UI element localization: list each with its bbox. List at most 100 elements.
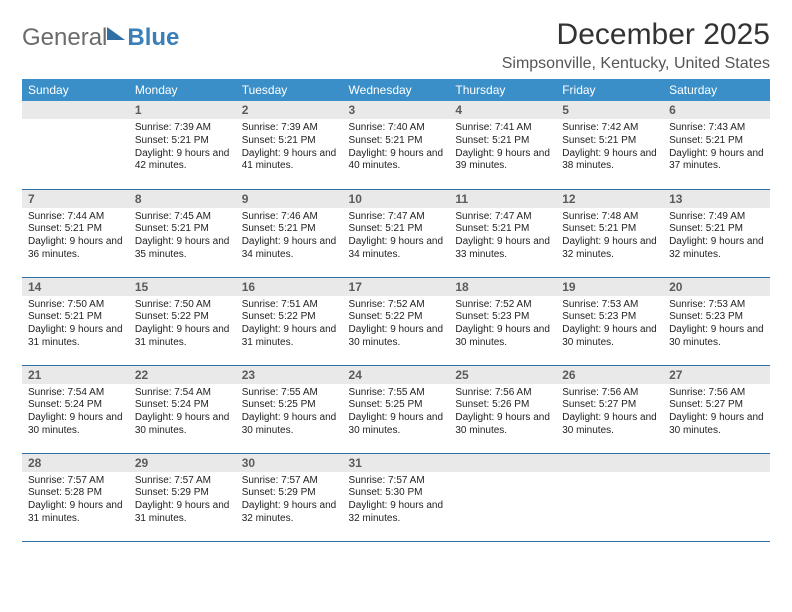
day-details: Sunrise: 7:57 AMSunset: 5:29 PMDaylight:…	[129, 472, 236, 530]
day-details: Sunrise: 7:53 AMSunset: 5:23 PMDaylight:…	[663, 296, 770, 354]
day-number: 27	[663, 366, 770, 384]
day-number: 30	[236, 454, 343, 472]
daylight-text: Daylight: 9 hours and 34 minutes.	[242, 236, 337, 262]
sunset-text: Sunset: 5:22 PM	[349, 311, 444, 324]
day-number: 6	[663, 101, 770, 119]
sunrise-text: Sunrise: 7:47 AM	[455, 211, 550, 224]
sunset-text: Sunset: 5:24 PM	[135, 399, 230, 412]
daylight-text: Daylight: 9 hours and 38 minutes.	[562, 148, 657, 174]
calendar-day-cell: 8Sunrise: 7:45 AMSunset: 5:21 PMDaylight…	[129, 189, 236, 277]
calendar-week-row: 21Sunrise: 7:54 AMSunset: 5:24 PMDayligh…	[22, 365, 770, 453]
sunrise-text: Sunrise: 7:55 AM	[242, 387, 337, 400]
day-number: 1	[129, 101, 236, 119]
day-number: 16	[236, 278, 343, 296]
sunrise-text: Sunrise: 7:54 AM	[135, 387, 230, 400]
sunset-text: Sunset: 5:22 PM	[242, 311, 337, 324]
sunrise-text: Sunrise: 7:57 AM	[349, 475, 444, 488]
sunrise-text: Sunrise: 7:53 AM	[562, 299, 657, 312]
day-number: 19	[556, 278, 663, 296]
day-number: 20	[663, 278, 770, 296]
day-details: Sunrise: 7:50 AMSunset: 5:21 PMDaylight:…	[22, 296, 129, 354]
day-details: Sunrise: 7:47 AMSunset: 5:21 PMDaylight:…	[449, 208, 556, 266]
day-details: Sunrise: 7:55 AMSunset: 5:25 PMDaylight:…	[236, 384, 343, 442]
sunrise-text: Sunrise: 7:43 AM	[669, 122, 764, 135]
calendar-day-cell: 1Sunrise: 7:39 AMSunset: 5:21 PMDaylight…	[129, 101, 236, 189]
location-subtitle: Simpsonville, Kentucky, United States	[502, 55, 770, 73]
daylight-text: Daylight: 9 hours and 31 minutes.	[242, 324, 337, 350]
day-number	[663, 454, 770, 472]
dow-sunday: Sunday	[22, 79, 129, 101]
day-number: 8	[129, 190, 236, 208]
day-number: 11	[449, 190, 556, 208]
sunset-text: Sunset: 5:21 PM	[135, 223, 230, 236]
day-details: Sunrise: 7:45 AMSunset: 5:21 PMDaylight:…	[129, 208, 236, 266]
sunrise-text: Sunrise: 7:56 AM	[562, 387, 657, 400]
day-details: Sunrise: 7:57 AMSunset: 5:28 PMDaylight:…	[22, 472, 129, 530]
calendar-day-cell	[556, 453, 663, 541]
sunset-text: Sunset: 5:21 PM	[242, 223, 337, 236]
day-number: 22	[129, 366, 236, 384]
calendar-table: Sunday Monday Tuesday Wednesday Thursday…	[22, 79, 770, 542]
daylight-text: Daylight: 9 hours and 30 minutes.	[455, 324, 550, 350]
sunset-text: Sunset: 5:29 PM	[242, 487, 337, 500]
day-details: Sunrise: 7:55 AMSunset: 5:25 PMDaylight:…	[343, 384, 450, 442]
sunset-text: Sunset: 5:23 PM	[562, 311, 657, 324]
sunset-text: Sunset: 5:29 PM	[135, 487, 230, 500]
day-details: Sunrise: 7:44 AMSunset: 5:21 PMDaylight:…	[22, 208, 129, 266]
sunset-text: Sunset: 5:21 PM	[349, 135, 444, 148]
calendar-day-cell: 19Sunrise: 7:53 AMSunset: 5:23 PMDayligh…	[556, 277, 663, 365]
daylight-text: Daylight: 9 hours and 30 minutes.	[562, 412, 657, 438]
day-number: 5	[556, 101, 663, 119]
calendar-day-cell: 11Sunrise: 7:47 AMSunset: 5:21 PMDayligh…	[449, 189, 556, 277]
sunset-text: Sunset: 5:21 PM	[562, 223, 657, 236]
day-details: Sunrise: 7:42 AMSunset: 5:21 PMDaylight:…	[556, 119, 663, 177]
day-details: Sunrise: 7:52 AMSunset: 5:23 PMDaylight:…	[449, 296, 556, 354]
day-number: 18	[449, 278, 556, 296]
dow-monday: Monday	[129, 79, 236, 101]
dow-friday: Friday	[556, 79, 663, 101]
calendar-day-cell: 4Sunrise: 7:41 AMSunset: 5:21 PMDaylight…	[449, 101, 556, 189]
sunset-text: Sunset: 5:21 PM	[349, 223, 444, 236]
logo-text-blue: Blue	[127, 24, 179, 52]
calendar-day-cell: 23Sunrise: 7:55 AMSunset: 5:25 PMDayligh…	[236, 365, 343, 453]
sunset-text: Sunset: 5:21 PM	[242, 135, 337, 148]
calendar-day-cell	[449, 453, 556, 541]
sunrise-text: Sunrise: 7:42 AM	[562, 122, 657, 135]
sunset-text: Sunset: 5:21 PM	[669, 223, 764, 236]
day-number: 24	[343, 366, 450, 384]
day-number: 7	[22, 190, 129, 208]
title-block: December 2025 Simpsonville, Kentucky, Un…	[502, 18, 770, 73]
day-number: 29	[129, 454, 236, 472]
calendar-week-row: 14Sunrise: 7:50 AMSunset: 5:21 PMDayligh…	[22, 277, 770, 365]
day-number	[22, 101, 129, 119]
calendar-day-cell: 18Sunrise: 7:52 AMSunset: 5:23 PMDayligh…	[449, 277, 556, 365]
day-number: 21	[22, 366, 129, 384]
sunrise-text: Sunrise: 7:50 AM	[28, 299, 123, 312]
daylight-text: Daylight: 9 hours and 31 minutes.	[135, 324, 230, 350]
calendar-day-cell: 2Sunrise: 7:39 AMSunset: 5:21 PMDaylight…	[236, 101, 343, 189]
daylight-text: Daylight: 9 hours and 41 minutes.	[242, 148, 337, 174]
day-details: Sunrise: 7:40 AMSunset: 5:21 PMDaylight:…	[343, 119, 450, 177]
sunset-text: Sunset: 5:21 PM	[455, 223, 550, 236]
calendar-day-cell: 27Sunrise: 7:56 AMSunset: 5:27 PMDayligh…	[663, 365, 770, 453]
logo: General Blue	[22, 18, 179, 52]
day-number: 25	[449, 366, 556, 384]
sunrise-text: Sunrise: 7:51 AM	[242, 299, 337, 312]
sunrise-text: Sunrise: 7:39 AM	[242, 122, 337, 135]
calendar-day-cell: 15Sunrise: 7:50 AMSunset: 5:22 PMDayligh…	[129, 277, 236, 365]
sunset-text: Sunset: 5:21 PM	[455, 135, 550, 148]
calendar-day-cell: 12Sunrise: 7:48 AMSunset: 5:21 PMDayligh…	[556, 189, 663, 277]
day-number: 31	[343, 454, 450, 472]
calendar-day-cell: 26Sunrise: 7:56 AMSunset: 5:27 PMDayligh…	[556, 365, 663, 453]
sunrise-text: Sunrise: 7:50 AM	[135, 299, 230, 312]
daylight-text: Daylight: 9 hours and 30 minutes.	[242, 412, 337, 438]
calendar-week-row: 1Sunrise: 7:39 AMSunset: 5:21 PMDaylight…	[22, 101, 770, 189]
sunset-text: Sunset: 5:21 PM	[562, 135, 657, 148]
day-details: Sunrise: 7:57 AMSunset: 5:30 PMDaylight:…	[343, 472, 450, 530]
sunrise-text: Sunrise: 7:39 AM	[135, 122, 230, 135]
calendar-day-cell: 28Sunrise: 7:57 AMSunset: 5:28 PMDayligh…	[22, 453, 129, 541]
sunset-text: Sunset: 5:24 PM	[28, 399, 123, 412]
day-number: 13	[663, 190, 770, 208]
daylight-text: Daylight: 9 hours and 39 minutes.	[455, 148, 550, 174]
sunrise-text: Sunrise: 7:56 AM	[669, 387, 764, 400]
